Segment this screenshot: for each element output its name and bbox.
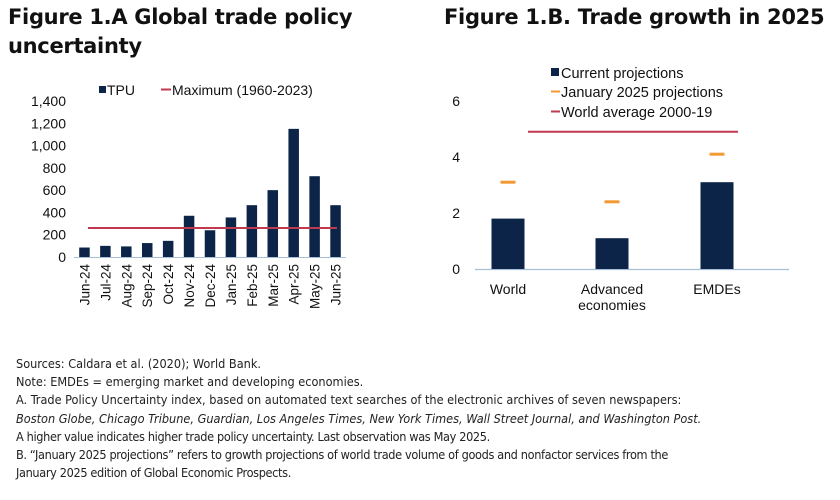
- y-tick-label: 6: [452, 93, 460, 109]
- bar-tpu-jul-24: [100, 245, 111, 257]
- legend-label-world-average: World average 2000-19: [561, 105, 712, 121]
- x-tick-label: World: [490, 281, 526, 297]
- bar-tpu-jun-25: [330, 205, 341, 257]
- note-a-newspapers: Boston Globe, Chicago Tribune, Guardian,…: [16, 410, 702, 426]
- bar-tpu-jun-24: [79, 247, 90, 257]
- x-tick-label: Aug-24: [119, 264, 134, 308]
- note-b-line2: January 2025 edition of Global Economic …: [16, 465, 291, 481]
- x-tick-label: Apr-25: [287, 264, 302, 305]
- bar-tpu-nov-24: [183, 215, 195, 257]
- x-tick-label: Nov-24: [182, 264, 197, 308]
- x-tick-label: Jun-25: [329, 264, 344, 305]
- legend-label-tpu: TPU: [107, 82, 135, 98]
- y-tick-label: 0: [58, 249, 66, 265]
- sources-note: Sources: Caldara et al. (2020); World Ba…: [16, 356, 261, 371]
- legend-label-max: Maximum (1960-2023): [172, 82, 313, 98]
- bar-tpu-dec-24: [204, 230, 216, 257]
- bar-current-world: [491, 218, 525, 269]
- figure-b-title: Figure 1.B. Trade growth in 2025: [444, 5, 825, 29]
- x-tick-label: May-25: [308, 264, 323, 309]
- chart-notes: Sources: Caldara et al. (2020); World Ba…: [16, 355, 831, 482]
- y-tick-label: 600: [43, 182, 67, 198]
- x-tick-label: EMDEs: [693, 281, 740, 297]
- y-tick-label: 0: [452, 261, 460, 277]
- note-b-line1: B. “January 2025 projections” refers to …: [16, 447, 669, 463]
- y-tick-label: 1,200: [31, 115, 66, 131]
- y-tick-label: 800: [43, 160, 67, 176]
- x-tick-label: Sep-24: [140, 264, 155, 308]
- x-tick-label: Oct-24: [161, 264, 176, 305]
- y-tick-label: 200: [43, 227, 67, 243]
- note-a-line1: A. Trade Policy Uncertainty index, based…: [16, 392, 682, 408]
- note-a-line3: A higher value indicates higher trade po…: [16, 428, 490, 444]
- bar-tpu-apr-25: [288, 128, 299, 257]
- x-tick-label: Jun-24: [77, 264, 92, 306]
- x-tick-label: Feb-25: [245, 264, 260, 307]
- chart-a-tpu: 0 200 400 600 800 1,000 1,200 1,400 Jun-24 Jul-24…: [31, 82, 346, 309]
- legend-swatch-current: [551, 68, 559, 76]
- bar-tpu-mar-25: [267, 190, 279, 257]
- y-tick-label: 1,000: [31, 138, 66, 154]
- bar-current-emdes: [700, 182, 734, 269]
- x-tick-label: Dec-24: [203, 264, 218, 308]
- y-tick-label: 2: [452, 205, 460, 221]
- bar-tpu-oct-24: [162, 240, 174, 257]
- legend-label-january: January 2025 projections: [561, 85, 723, 101]
- bar-tpu-aug-24: [121, 246, 132, 257]
- x-tick-label: Advanced: [581, 281, 643, 297]
- legend-label-current: Current projections: [561, 66, 684, 82]
- bar-tpu-may-25: [309, 176, 320, 257]
- x-tick-label: Mar-25: [266, 264, 281, 307]
- x-tick-label: Jul-24: [98, 264, 113, 301]
- legend-swatch-tpu: [99, 86, 106, 93]
- x-tick-label: economies: [578, 297, 646, 313]
- x-tick-label: Jan-25: [224, 264, 239, 305]
- y-tick-label: 400: [43, 204, 67, 220]
- y-tick-label: 4: [452, 149, 460, 165]
- y-tick-label: 1,400: [31, 93, 66, 109]
- bar-current-advanced-economies: [595, 238, 629, 269]
- bar-tpu-jan-25: [225, 217, 237, 257]
- figure-a-title: Figure 1.A Global trade policy uncertain…: [8, 5, 353, 58]
- bar-tpu-feb-25: [246, 205, 258, 257]
- bar-tpu-sep-24: [141, 243, 153, 257]
- emde-note: Note: EMDEs = emerging market and develo…: [16, 374, 364, 390]
